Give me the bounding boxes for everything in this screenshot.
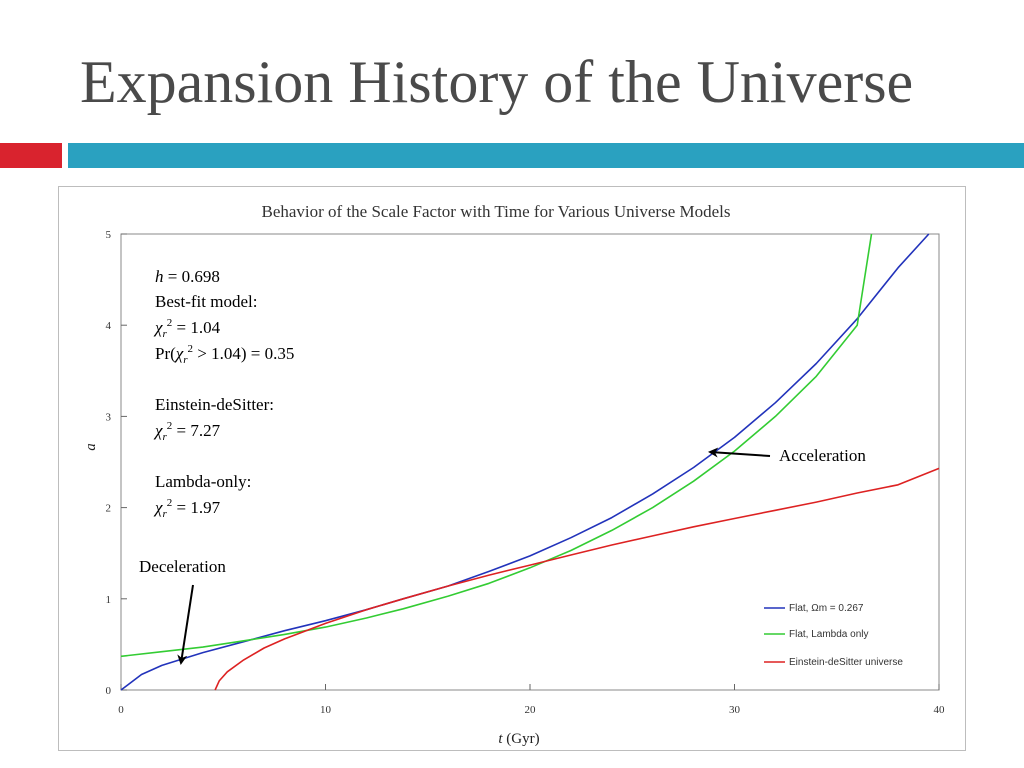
lambda-chi-sub: r — [162, 508, 167, 520]
fit-annotation: h = 0.698 Best-fit model: χr2 = 1.04 Pr(… — [153, 267, 294, 520]
eds-chi-sub: r — [162, 431, 167, 443]
legend-label-lambda: Flat, Lambda only — [789, 629, 869, 640]
y-tick-label: 4 — [106, 320, 112, 332]
best-fit-chi-value: = 1.04 — [177, 318, 221, 337]
chart-title: Behavior of the Scale Factor with Time f… — [261, 202, 730, 221]
series-line-einstein-desitter — [214, 467, 940, 691]
chi-symbol: χ — [153, 318, 163, 337]
deceleration-label: Deceleration — [139, 557, 226, 576]
eds-chi: χr2 = 7.27 — [153, 420, 221, 443]
lambda-chi: χr2 = 1.97 — [153, 497, 221, 520]
pr-chi-symbol: χ — [174, 344, 184, 363]
lambda-chi-symbol: χ — [153, 498, 163, 517]
y-tick-label: 3 — [106, 411, 112, 423]
accent-bar-blue — [68, 143, 1024, 168]
acceleration-label: Acceleration — [779, 446, 866, 465]
eds-chi-value: = 7.27 — [177, 421, 221, 440]
chi-sup: 2 — [167, 317, 173, 329]
x-tick-label: 30 — [729, 704, 741, 716]
accent-bar-red — [0, 143, 62, 168]
lambda-chi-value: = 1.97 — [177, 498, 221, 517]
x-axis-label: t (Gyr) — [498, 731, 539, 747]
series-line-lambda-only — [120, 233, 873, 658]
eds-chi-sup: 2 — [167, 420, 173, 432]
y-tick-label: 1 — [106, 594, 112, 606]
x-tick-label: 20 — [525, 704, 537, 716]
acceleration-arrow — [708, 447, 771, 458]
deceleration-arrow — [177, 584, 194, 665]
pr-chi-sub: r — [183, 354, 188, 366]
legend-label-flat: Flat, Ωm = 0.267 — [789, 603, 864, 614]
legend-label-eds: Einstein-deSitter universe — [789, 657, 903, 668]
pr-prefix: Pr( — [155, 344, 176, 363]
best-fit-chi: χr2 = 1.04 — [153, 317, 221, 340]
chart-frame: Behavior of the Scale Factor with Time f… — [58, 186, 966, 751]
h-symbol: h — [155, 267, 164, 286]
eds-chi-symbol: χ — [153, 421, 163, 440]
h-value-text: h = 0.698 — [155, 267, 220, 286]
x-axis-var: t — [498, 731, 503, 747]
x-axis-unit-text: (Gyr) — [506, 731, 539, 747]
best-fit-label: Best-fit model: — [155, 292, 257, 311]
lambda-chi-sup: 2 — [167, 497, 173, 509]
legend: Flat, Ωm = 0.267 Flat, Lambda only Einst… — [764, 603, 903, 668]
eds-label: Einstein-deSitter: — [155, 395, 274, 414]
scale-factor-chart: Behavior of the Scale Factor with Time f… — [83, 202, 946, 747]
h-number: = 0.698 — [168, 267, 220, 286]
series-line-flat-matter — [120, 233, 930, 691]
y-tick-label: 5 — [106, 229, 112, 241]
pr-chi-sup: 2 — [188, 343, 194, 355]
x-tick-label: 0 — [118, 704, 124, 716]
y-tick-label: 2 — [106, 503, 112, 515]
y-tick-label: 0 — [106, 685, 112, 697]
pr-rest: > 1.04) = 0.35 — [197, 344, 294, 363]
probability-text: Pr(χr2 > 1.04) = 0.35 — [155, 343, 294, 366]
series-group — [120, 233, 940, 691]
x-tick-label: 10 — [320, 704, 332, 716]
axis-ticks: 0 10 20 30 40 0 1 2 3 4 5 — [106, 229, 946, 716]
chi-sub: r — [162, 328, 167, 340]
slide-title: Expansion History of the Universe — [80, 49, 914, 115]
x-tick-label: 40 — [934, 704, 946, 716]
lambda-label: Lambda-only: — [155, 472, 251, 491]
y-axis-label: a — [83, 443, 99, 451]
